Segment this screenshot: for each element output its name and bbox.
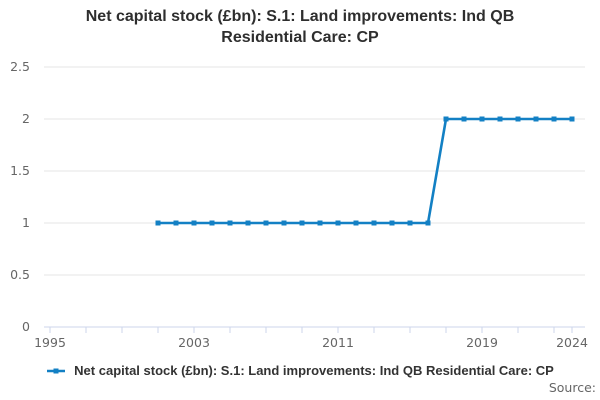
x-tick-label: 2003 xyxy=(178,335,210,350)
y-gridlines xyxy=(44,66,585,276)
x-tick-label: 2019 xyxy=(466,335,498,350)
x-tick-label: 2011 xyxy=(322,335,354,350)
data-point[interactable] xyxy=(173,220,179,226)
x-tick-label: 2024 xyxy=(556,335,588,350)
x-axis xyxy=(44,326,585,333)
data-point[interactable] xyxy=(533,116,539,122)
chart-title-line-1: Net capital stock (£bn): S.1: Land impro… xyxy=(85,8,515,25)
chart-title-line-2: Residential Care: CP xyxy=(221,29,379,46)
y-tick-label: 1 xyxy=(22,215,30,230)
data-point[interactable] xyxy=(245,220,251,226)
data-point[interactable] xyxy=(497,116,503,122)
data-point[interactable] xyxy=(281,220,287,226)
data-point[interactable] xyxy=(317,220,323,226)
y-tick-label: 1.5 xyxy=(10,163,30,178)
series-line[interactable] xyxy=(158,117,572,225)
x-axis-labels: 1995 2003 2011 2019 2024 xyxy=(34,335,588,350)
y-axis-labels: 0 0.5 1 1.5 2 2.5 xyxy=(10,59,30,334)
series-markers xyxy=(155,116,575,226)
y-tick-label: 2 xyxy=(22,111,30,126)
data-point[interactable] xyxy=(425,220,431,226)
x-tick-label: 1995 xyxy=(34,335,66,350)
data-point[interactable] xyxy=(479,116,485,122)
data-point[interactable] xyxy=(569,116,575,122)
y-tick-label: 0.5 xyxy=(10,267,30,282)
legend-series-marker-icon xyxy=(47,368,66,373)
y-tick-label: 0 xyxy=(22,319,30,334)
data-point[interactable] xyxy=(461,116,467,122)
plot-area: 0 0.5 1 1.5 2 2.5 1995 2003 2011 2019 2024 xyxy=(10,59,588,350)
data-point[interactable] xyxy=(263,220,269,226)
y-tick-label: 2.5 xyxy=(10,59,30,74)
data-point[interactable] xyxy=(407,220,413,226)
data-point[interactable] xyxy=(353,220,359,226)
data-point[interactable] xyxy=(371,220,377,226)
data-point[interactable] xyxy=(227,220,233,226)
legend-series-label[interactable]: Net capital stock (£bn): S.1: Land impro… xyxy=(74,363,554,378)
data-point[interactable] xyxy=(551,116,557,122)
data-point[interactable] xyxy=(389,220,395,226)
data-point[interactable] xyxy=(155,220,161,226)
data-point[interactable] xyxy=(191,220,197,226)
data-point[interactable] xyxy=(299,220,305,226)
chart-title: Net capital stock (£bn): S.1: Land impro… xyxy=(0,6,600,48)
data-point[interactable] xyxy=(515,116,521,122)
data-point[interactable] xyxy=(335,220,341,226)
legend[interactable]: Net capital stock (£bn): S.1: Land impro… xyxy=(0,363,600,378)
data-point[interactable] xyxy=(209,220,215,226)
source-note: Source: xyxy=(548,380,596,395)
data-point[interactable] xyxy=(443,116,449,122)
